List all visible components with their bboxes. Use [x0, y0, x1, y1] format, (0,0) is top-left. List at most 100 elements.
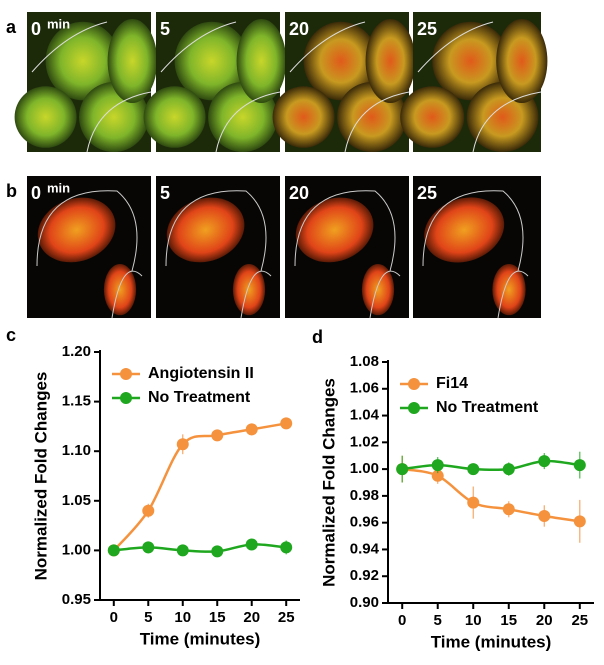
cell — [232, 264, 266, 316]
micrograph — [27, 176, 151, 319]
data-point — [280, 417, 293, 430]
data-point — [142, 541, 155, 554]
frame-label: 0 — [31, 183, 41, 203]
x-tick-label: 5 — [144, 609, 152, 626]
frame-label: 5 — [160, 183, 170, 203]
micrograph — [143, 12, 287, 153]
cell — [424, 197, 505, 263]
data-point — [280, 541, 293, 554]
frame-label: 25 — [417, 183, 437, 203]
micrograph — [272, 12, 416, 153]
frame-label: 20 — [289, 183, 309, 203]
x-tick-label: 15 — [500, 612, 517, 629]
data-point — [502, 503, 515, 516]
legend-label: No Treatment — [436, 399, 539, 416]
micrograph — [156, 176, 280, 319]
y-axis-label: Normalized Fold Changes — [319, 378, 338, 587]
cell-outline — [422, 190, 529, 319]
legend-marker — [408, 378, 420, 390]
y-axis-label: Normalized Fold Changes — [31, 372, 50, 581]
y-tick-label: 1.04 — [350, 407, 380, 424]
panel-letter: b — [6, 181, 17, 201]
series-line — [401, 467, 580, 523]
y-tick-label: 1.15 — [62, 393, 91, 410]
cell-outline — [31, 21, 152, 153]
y-tick-label: 1.20 — [62, 343, 91, 360]
cell — [143, 86, 206, 148]
data-point — [538, 455, 551, 468]
y-tick-label: 0.98 — [350, 487, 379, 504]
cell-outline — [417, 21, 542, 153]
x-tick-label: 20 — [536, 612, 553, 629]
data-point — [502, 463, 515, 476]
cell — [365, 19, 416, 103]
data-point — [538, 509, 551, 522]
data-point — [211, 429, 224, 442]
panel-letter: a — [6, 17, 17, 37]
cell — [103, 264, 137, 316]
y-tick-label: 0.92 — [350, 567, 379, 584]
data-point — [431, 459, 444, 472]
cell — [303, 21, 378, 101]
cell — [272, 86, 335, 148]
cell-outline — [165, 190, 272, 319]
x-tick-label: 0 — [398, 612, 406, 629]
x-tick-label: 20 — [243, 609, 260, 626]
x-tick-label: 10 — [465, 612, 482, 629]
frame-label: 0 — [31, 19, 41, 39]
series-line — [112, 422, 287, 552]
x-tick-label: 25 — [278, 609, 295, 626]
panel-letter: d — [312, 327, 323, 347]
x-tick-label: 15 — [209, 609, 226, 626]
y-tick-label: 1.08 — [350, 353, 379, 370]
y-tick-label: 1.00 — [62, 541, 91, 558]
x-tick-label: 5 — [434, 612, 442, 629]
frame-label: 20 — [289, 19, 309, 39]
data-point — [573, 459, 586, 472]
data-point — [431, 469, 444, 482]
y-tick-label: 0.94 — [350, 540, 380, 557]
legend-marker — [120, 368, 132, 380]
data-point — [142, 504, 155, 517]
x-tick-label: 25 — [571, 612, 588, 629]
legend-marker — [408, 402, 420, 414]
data-point — [467, 496, 480, 509]
data-point — [245, 538, 258, 551]
data-point — [467, 463, 480, 476]
y-tick-label: 0.90 — [350, 594, 379, 611]
cell-outline — [36, 190, 143, 319]
cell-outline — [294, 190, 401, 319]
series-line — [402, 459, 580, 472]
y-tick-label: 1.02 — [350, 433, 379, 450]
data-point — [396, 463, 409, 476]
y-tick-label: 1.05 — [62, 492, 91, 509]
micrograph — [400, 12, 548, 153]
x-tick-label: 0 — [110, 609, 118, 626]
legend-label: No Treatment — [148, 389, 251, 406]
micrograph — [413, 176, 541, 319]
cell — [400, 86, 465, 148]
series-line — [113, 543, 287, 553]
data-point — [176, 438, 189, 451]
x-axis-label: Time (minutes) — [140, 629, 261, 648]
panel-letter: c — [6, 325, 16, 345]
data-point — [573, 515, 586, 528]
cell — [166, 197, 245, 263]
y-tick-label: 1.10 — [62, 442, 91, 459]
x-tick-label: 10 — [174, 609, 191, 626]
frame-label: 25 — [417, 19, 437, 39]
cell — [45, 21, 120, 101]
y-tick-label: 1.00 — [350, 460, 379, 477]
y-tick-label: 0.96 — [350, 514, 379, 531]
cell — [107, 19, 158, 103]
data-point — [107, 544, 120, 557]
cell — [295, 197, 374, 263]
data-point — [245, 423, 258, 436]
frame-label: 5 — [160, 19, 170, 39]
frame-unit: min — [47, 16, 70, 31]
cell — [361, 264, 395, 316]
cell-outline — [160, 21, 281, 153]
cell — [174, 21, 249, 101]
x-axis-label: Time (minutes) — [431, 632, 552, 651]
